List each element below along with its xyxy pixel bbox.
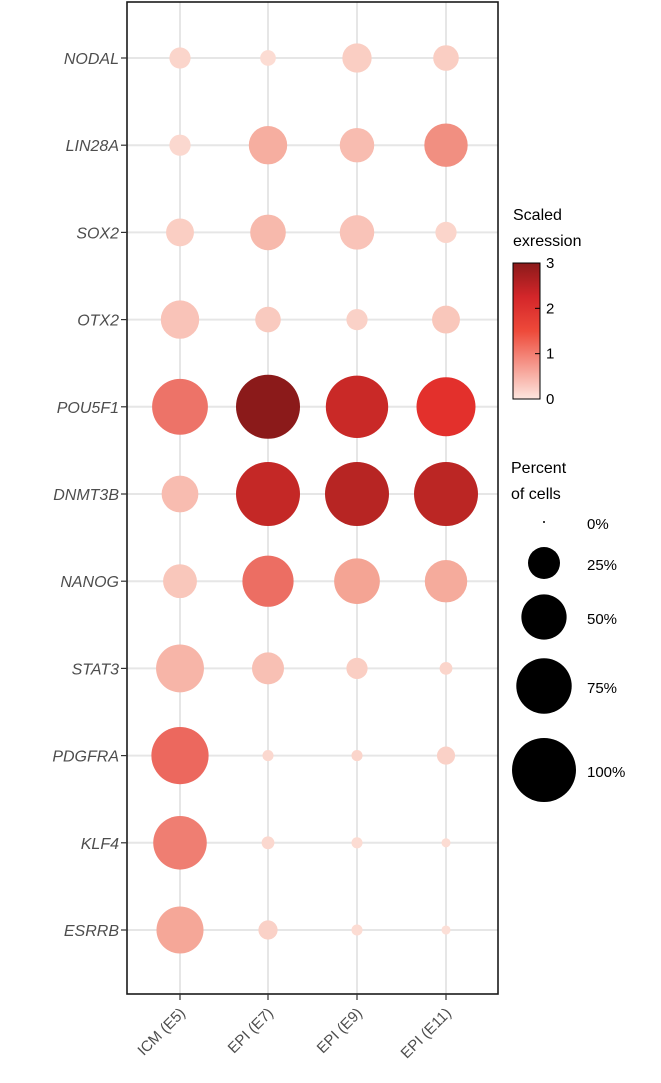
dot-nanog-2 [334,558,380,605]
dot-sox2-2 [339,215,375,250]
size-legend: Percent of cells 0% 25% 50% 75% 100% [511,460,625,802]
x-tick-label: ICM (E5) [134,1005,188,1059]
dot-otx2-2 [346,308,368,331]
color-legend-title-line2: exression [513,233,581,250]
size-legend-label: 75% [587,680,617,697]
color-tick-label: 0 [546,391,554,408]
size-legend-entries: 0% 25% 50% 75% 100% [512,516,625,802]
color-legend-ticks: 0 1 2 3 [535,255,554,408]
dot-nanog-0 [163,564,197,599]
y-tick-label: POU5F1 [57,400,119,417]
y-tick-label: STAT3 [72,661,120,678]
y-tick-label: SOX2 [76,225,119,242]
dot-otx2-0 [160,300,200,339]
color-tick-label: 2 [546,300,554,317]
y-tick-label: OTX2 [77,313,119,330]
size-legend-dot [528,547,560,579]
dot-nodal-1 [260,50,276,66]
dot-nodal-2 [342,43,372,73]
x-tick-label: EPI (E9) [314,1005,366,1057]
dot-klf4-2 [351,837,363,849]
x-tick-label: EPI (E7) [225,1005,277,1057]
dot-nodal-3 [433,45,459,71]
dot-pdgfra-1 [262,750,274,762]
dot-dnmt3b-3 [414,462,478,526]
dot-stat3-3 [439,662,453,675]
dot-dnmt3b-1 [236,462,300,526]
y-tick-label: KLF4 [81,836,119,853]
dot-pou5f1-2 [325,375,389,438]
dot-stat3-0 [156,644,204,693]
y-tick-label: NANOG [60,574,119,591]
color-tick-label: 3 [546,255,554,272]
dot-dnmt3b-0 [161,475,199,513]
dots [151,43,478,954]
size-legend-dot [516,658,572,714]
dot-klf4-0 [153,816,207,870]
dot-dnmt3b-2 [325,462,389,526]
size-legend-label: 0% [587,516,609,533]
size-legend-title-line1: Percent [511,460,567,477]
dot-sox2-0 [166,218,194,247]
size-legend-dot [543,521,545,523]
size-legend-dot [512,738,576,802]
dot-esrrb-1 [258,920,278,940]
dot-pdgfra-2 [351,750,363,762]
dot-nanog-1 [242,555,294,607]
dot-esrrb-2 [351,924,363,936]
size-legend-label: 50% [587,611,617,628]
dot-lin28a-3 [424,123,468,167]
dot-esrrb-0 [156,906,204,954]
dot-otx2-3 [432,305,460,334]
y-tick-label: PDGFRA [52,749,119,766]
y-tick-label: NODAL [64,51,119,68]
dot-lin28a-0 [169,134,191,156]
dot-pou5f1-0 [152,378,208,435]
dot-lin28a-2 [339,127,375,163]
dot-esrrb-3 [441,925,451,935]
dot-klf4-3 [441,838,451,848]
y-tick-label: LIN28A [66,138,119,155]
x-axis-labels: ICM (E5) EPI (E7) EPI (E9) EPI (E11) [134,994,455,1062]
y-tick-label: ESRRB [64,923,119,940]
dot-sox2-1 [250,214,286,251]
size-legend-label: 25% [587,557,617,574]
y-axis-labels: NODAL LIN28A SOX2 OTX2 POU5F1 DNMT3B NANOG STAT… [52,51,127,940]
dot-klf4-1 [261,836,275,850]
dot-pdgfra-0 [151,726,209,785]
color-tick-label: 1 [546,346,554,363]
dot-pdgfra-3 [436,746,456,765]
dot-nodal-0 [169,47,191,69]
size-legend-label: 100% [587,764,625,781]
dot-sox2-3 [435,221,457,244]
size-legend-dot [521,594,567,640]
y-tick-label: DNMT3B [53,487,119,504]
x-tick-label: EPI (E11) [398,1005,455,1062]
dot-pou5f1-1 [236,374,300,439]
dot-pou5f1-3 [416,377,476,437]
color-legend-bar [512,262,541,400]
dot-lin28a-1 [248,126,288,165]
color-legend: Scaled exression 0 1 2 3 [512,207,581,408]
size-legend-title-line2: of cells [511,486,561,503]
plot-frame [126,1,499,995]
dot-stat3-1 [252,652,284,685]
color-legend-title-line1: Scaled [513,207,562,224]
dot-otx2-1 [255,306,281,333]
dot-stat3-2 [346,657,368,680]
dot-nanog-3 [424,559,468,603]
